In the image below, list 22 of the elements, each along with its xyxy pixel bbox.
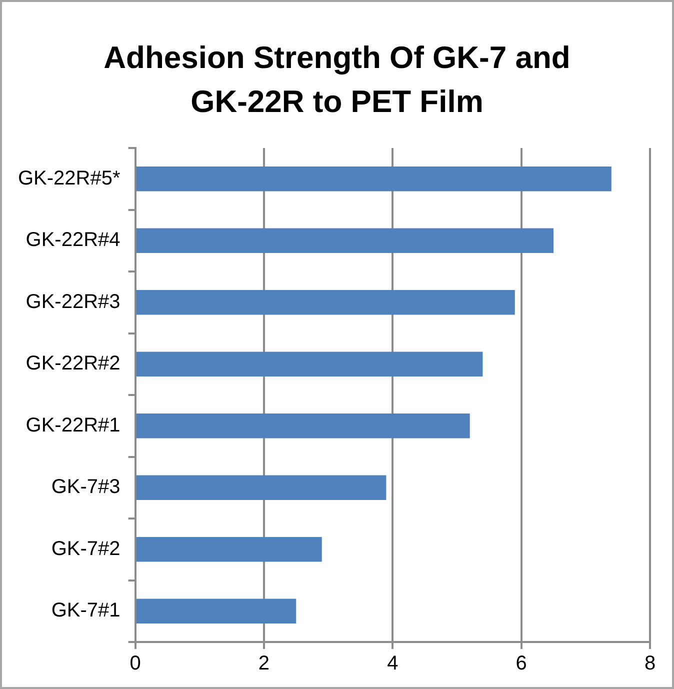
x-tick-label: 6	[516, 652, 527, 675]
bar	[136, 475, 386, 500]
x-tick-label: 4	[387, 652, 398, 675]
y-tick-label: GK-22R#5*	[18, 167, 120, 190]
y-tick-label: GK-22R#4	[26, 229, 120, 252]
x-tick-label: 0	[130, 652, 141, 675]
y-tick-label: GK-7#1	[51, 600, 120, 622]
bar	[136, 598, 296, 624]
chart-title: Adhesion Strength Of GK-7 and GK-22R to PET Film	[102, 39, 572, 121]
bar	[136, 290, 515, 315]
bar	[136, 537, 322, 562]
bar	[136, 352, 483, 376]
x-tick-label: 8	[644, 652, 656, 675]
y-tick-label: GK-22R#3	[26, 290, 120, 313]
x-tick-label: 2	[258, 652, 270, 675]
bar	[136, 228, 554, 253]
bar	[136, 414, 470, 438]
y-tick-label: GK-22R#2	[26, 352, 120, 375]
bar	[136, 166, 612, 192]
y-tick-label: GK-7#2	[51, 538, 120, 560]
y-tick-label: GK-7#3	[51, 476, 120, 498]
y-tick-label: GK-22R#1	[26, 414, 120, 436]
